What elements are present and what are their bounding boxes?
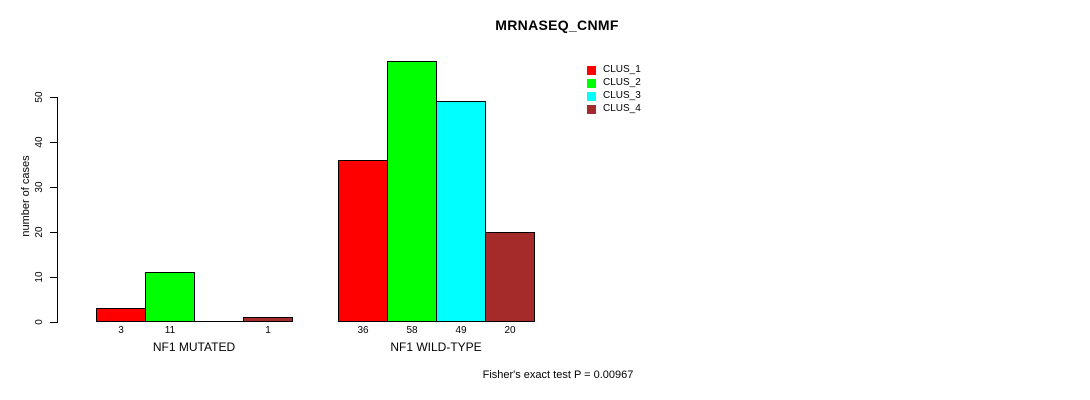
y-axis-tick xyxy=(50,97,57,98)
bar-value-label: 58 xyxy=(406,325,418,336)
bar-clus_2 xyxy=(145,272,195,322)
legend-swatch-clus_2 xyxy=(587,79,596,88)
bar-value-label: 1 xyxy=(265,325,271,336)
bar-clus_3 xyxy=(436,101,486,322)
y-axis-tick xyxy=(50,277,57,278)
bar-clus_4 xyxy=(243,317,293,322)
y-axis-line xyxy=(57,97,58,323)
y-axis-tick xyxy=(50,142,57,143)
y-axis-tick xyxy=(50,232,57,233)
y-axis-tick-label: 50 xyxy=(34,91,45,103)
bar-value-label: 36 xyxy=(357,325,369,336)
bar-clus_1 xyxy=(338,160,388,322)
legend-label-clus_2: CLUS_2 xyxy=(603,77,641,88)
y-axis-tick xyxy=(50,187,57,188)
legend-label-clus_3: CLUS_3 xyxy=(603,90,641,101)
bar-value-label: 3 xyxy=(118,325,124,336)
legend-label-clus_1: CLUS_1 xyxy=(603,64,641,75)
legend-label-clus_4: CLUS_4 xyxy=(603,103,641,114)
group-label: NF1 MUTATED xyxy=(152,340,236,354)
group-label: NF1 WILD-TYPE xyxy=(390,340,482,354)
y-axis-title: number of cases xyxy=(20,155,32,237)
y-axis-tick-label: 10 xyxy=(34,271,45,283)
bar-value-label: 49 xyxy=(455,325,467,336)
bar-clus_2 xyxy=(387,61,437,322)
y-axis-tick-label: 0 xyxy=(34,319,45,325)
bar-clus_3-zero xyxy=(194,321,244,322)
y-axis-tick-label: 30 xyxy=(34,181,45,193)
y-axis-tick xyxy=(50,322,57,323)
bar-clus_4 xyxy=(485,232,535,322)
legend-swatch-clus_3 xyxy=(587,92,596,101)
bar-value-label: 11 xyxy=(164,325,176,336)
y-axis-tick-label: 20 xyxy=(34,226,45,238)
chart-title: MRNASEQ_CNMF xyxy=(495,17,619,33)
fisher-test-annotation: Fisher's exact test P = 0.00967 xyxy=(482,369,634,381)
y-axis-tick-label: 40 xyxy=(34,136,45,148)
bar-value-label: 20 xyxy=(504,325,516,336)
legend-swatch-clus_4 xyxy=(587,105,596,114)
legend-swatch-clus_1 xyxy=(587,66,596,75)
bar-clus_1 xyxy=(96,308,146,322)
